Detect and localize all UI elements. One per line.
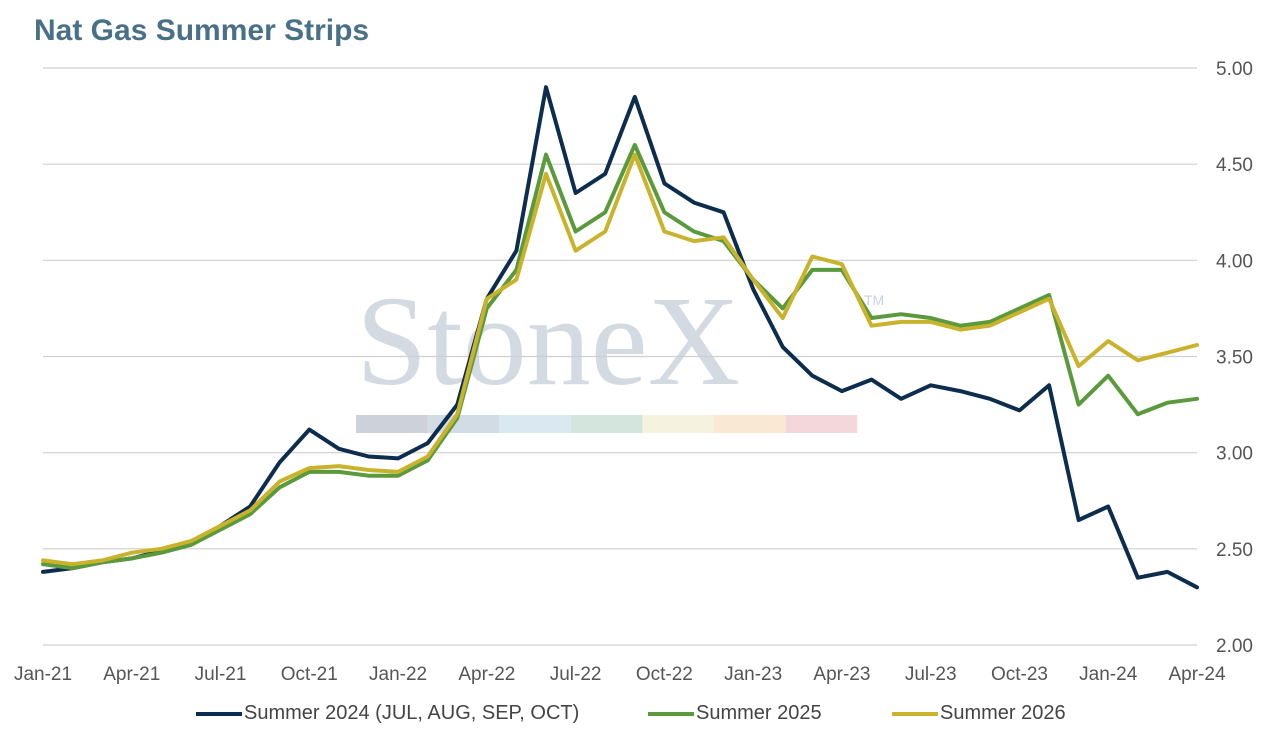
chart-plot: StoneX TM 2.00 2.50 3.00 3.50 4.00 4.50 5.00 J… xyxy=(14,59,1253,685)
y-tick-label: 5.00 xyxy=(1216,59,1253,80)
series-line-2 xyxy=(41,152,1199,567)
x-tick-label: Apr-23 xyxy=(813,664,870,685)
x-tick-label: Jul-21 xyxy=(195,664,247,685)
chart-title: Nat Gas Summer Strips xyxy=(34,14,370,47)
watermark-band-segment xyxy=(642,415,714,433)
watermark-band-segment xyxy=(499,415,571,433)
x-tick-label: Oct-21 xyxy=(281,664,338,685)
x-tick-label: Apr-24 xyxy=(1168,664,1225,685)
x-axis: Jan-21 Apr-21 Jul-21 Oct-21 Jan-22 Apr-22 Jul-… xyxy=(14,664,1226,685)
x-tick-label: Jan-24 xyxy=(1079,664,1138,685)
watermark-band-segment xyxy=(714,415,786,433)
watermark-band-segment xyxy=(785,415,858,433)
watermark-tm: TM xyxy=(864,292,884,308)
legend-label-summer-2025: Summer 2025 xyxy=(696,702,822,724)
y-tick-label: 4.00 xyxy=(1216,251,1253,272)
y-tick-label: 2.50 xyxy=(1216,540,1253,561)
y-tick-label: 3.50 xyxy=(1216,348,1253,369)
legend-swatch-summer-2026 xyxy=(892,711,938,716)
legend: Summer 2024 (JUL, AUG, SEP, OCT) Summer … xyxy=(0,702,1271,730)
legend-swatch-summer-2025 xyxy=(648,711,694,716)
legend-label-summer-2024: Summer 2024 (JUL, AUG, SEP, OCT) xyxy=(244,702,580,724)
watermark-color-band xyxy=(356,415,858,433)
y-tick-label: 2.00 xyxy=(1216,636,1253,657)
x-tick-label: Oct-22 xyxy=(636,664,693,685)
legend-item-summer-2025: Summer 2025 xyxy=(648,702,822,725)
y-axis: 2.00 2.50 3.00 3.50 4.00 4.50 5.00 xyxy=(1216,59,1253,657)
watermark-band-segment xyxy=(356,415,428,433)
x-tick-label: Jan-22 xyxy=(369,664,427,685)
legend-item-summer-2024: Summer 2024 (JUL, AUG, SEP, OCT) xyxy=(196,702,579,725)
watermark-text: StoneX xyxy=(356,270,740,412)
stonex-watermark: StoneX TM xyxy=(356,270,884,433)
legend-label-summer-2026: Summer 2026 xyxy=(940,702,1066,724)
x-tick-label: Jan-21 xyxy=(14,664,72,685)
y-tick-label: 3.00 xyxy=(1216,444,1253,465)
legend-swatch-summer-2024 xyxy=(196,711,242,716)
x-tick-label: Oct-23 xyxy=(991,664,1048,685)
series-lines xyxy=(41,85,1199,590)
y-tick-label: 4.50 xyxy=(1216,155,1253,176)
grid xyxy=(43,67,1197,646)
watermark-band-segment xyxy=(570,415,643,433)
legend-item-summer-2026: Summer 2026 xyxy=(892,702,1066,725)
x-tick-label: Jan-23 xyxy=(724,664,782,685)
x-tick-label: Jul-23 xyxy=(905,664,957,685)
x-tick-label: Apr-22 xyxy=(458,664,515,685)
x-tick-label: Jul-22 xyxy=(550,664,602,685)
series-line-1 xyxy=(41,142,1199,571)
x-tick-label: Apr-21 xyxy=(103,664,160,685)
